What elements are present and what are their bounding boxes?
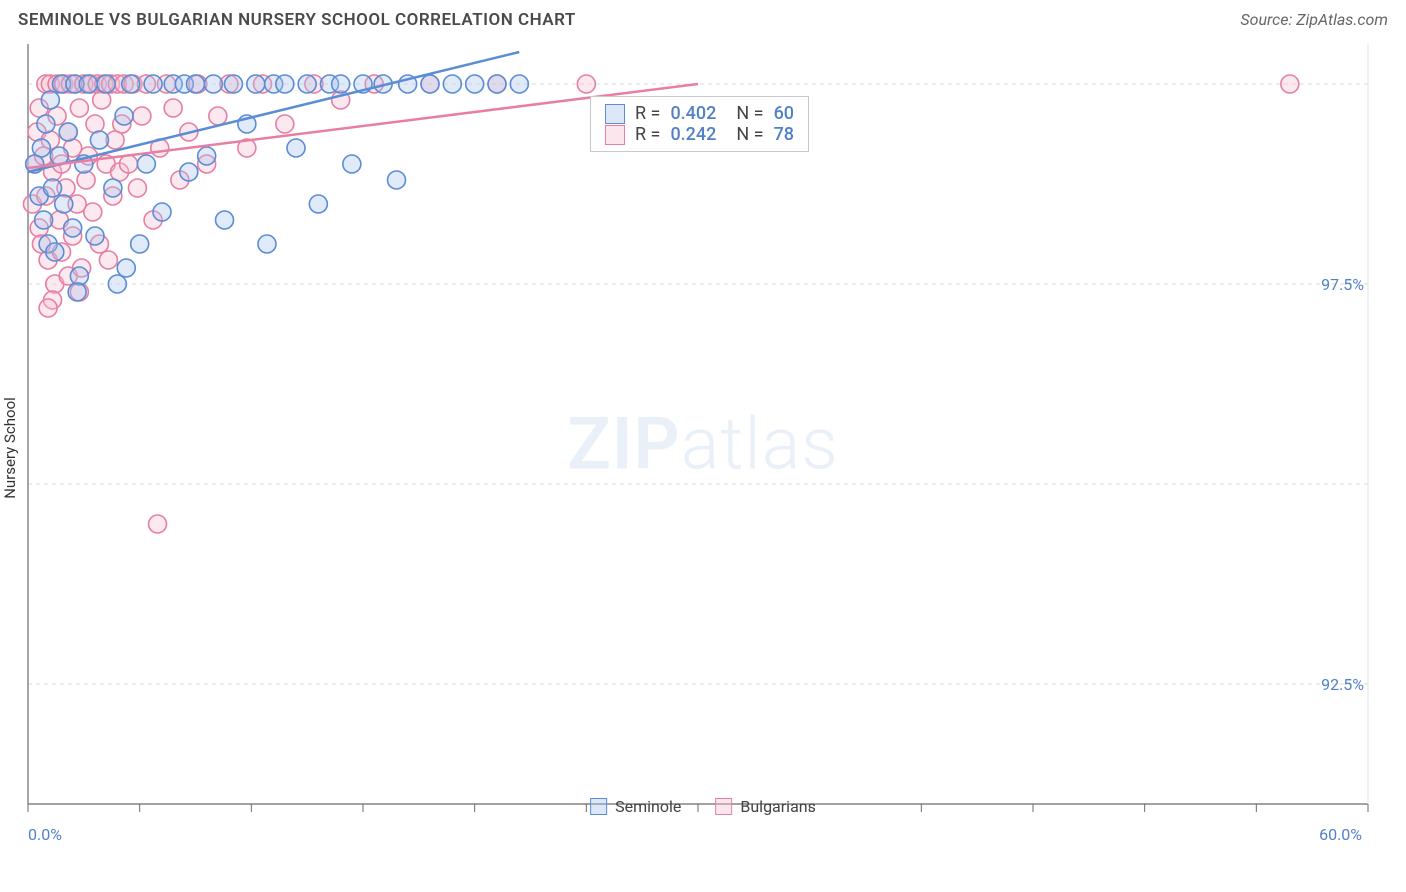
stat-n-value: 60 [774, 103, 794, 124]
legend-item: Bulgarians [715, 797, 815, 816]
stat-r-value: 0.242 [670, 124, 716, 145]
bottom-legend: Seminole Bulgarians [590, 797, 816, 816]
y-tick-label: 97.5% [1321, 275, 1364, 294]
legend-swatch [715, 798, 732, 815]
x-tick-label: 0.0% [28, 825, 62, 844]
chart-title: SEMINOLE VS BULGARIAN NURSERY SCHOOL COR… [18, 10, 576, 30]
legend-label: Bulgarians [740, 797, 815, 816]
y-axis-label: Nursery School [1, 397, 19, 499]
scatter-plot [18, 38, 1398, 858]
stat-n-label: N = [736, 103, 763, 124]
stat-n-label: N = [736, 124, 763, 145]
series-swatch [605, 104, 625, 124]
stats-row: R = 0.402 N = 60 [605, 103, 794, 124]
chart-header: SEMINOLE VS BULGARIAN NURSERY SCHOOL COR… [0, 0, 1406, 30]
chart-area: Nursery School ZIPatlas R =0.402N =60R =… [18, 38, 1388, 858]
stats-legend-box: R = 0.402 N = 60 R = 0.242 N = 78 [590, 96, 809, 152]
legend-label: Seminole [615, 797, 681, 816]
stats-row: R = 0.242 N = 78 [605, 124, 794, 145]
series-swatch [605, 125, 625, 145]
source-attribution: Source: ZipAtlas.com [1240, 10, 1388, 29]
y-tick-label: 92.5% [1321, 675, 1364, 694]
stat-r-value: 0.402 [670, 103, 716, 124]
stat-r-label: R = [635, 103, 660, 124]
x-tick-label: 60.0% [1319, 825, 1362, 844]
stat-n-value: 78 [774, 124, 794, 145]
legend-item: Seminole [590, 797, 681, 816]
stat-r-label: R = [635, 124, 660, 145]
legend-swatch [590, 798, 607, 815]
